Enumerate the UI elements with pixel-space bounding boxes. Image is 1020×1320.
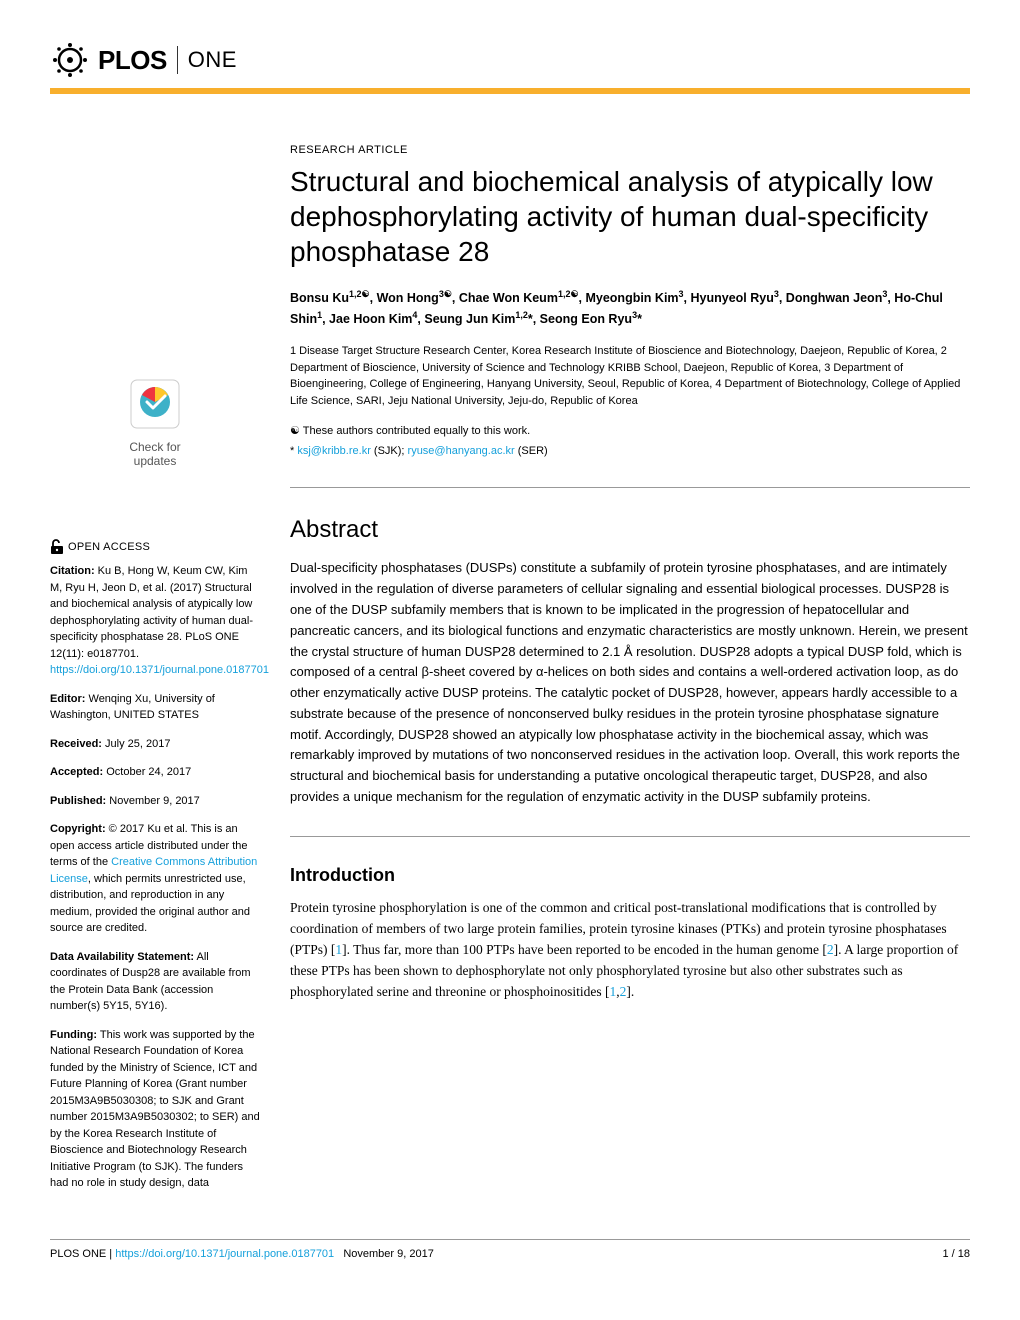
plos-text: PLOS — [98, 45, 167, 76]
editor-block: Editor: Wenqing Xu, University of Washin… — [50, 691, 260, 724]
open-access-text: OPEN ACCESS — [68, 539, 150, 556]
open-access-badge: OPEN ACCESS — [50, 539, 260, 556]
article-title: Structural and biochemical analysis of a… — [290, 164, 970, 269]
accepted-block: Accepted: October 24, 2017 — [50, 764, 260, 781]
page-number: 1 / 18 — [942, 1248, 970, 1260]
crossmark-icon — [125, 374, 185, 434]
footer-doi-link[interactable]: https://doi.org/10.1371/journal.pone.018… — [115, 1248, 334, 1260]
funding-block: Funding: This work was supported by the … — [50, 1027, 260, 1192]
plos-icon — [50, 40, 90, 80]
lock-open-icon — [50, 539, 64, 555]
divider — [290, 487, 970, 488]
contribution-note: ☯ These authors contributed equally to t… — [290, 423, 970, 440]
accent-bar — [50, 88, 970, 94]
data-availability-block: Data Availability Statement: All coordin… — [50, 949, 260, 1015]
check-updates-text: Check for updates — [50, 440, 260, 469]
affiliations: 1 Disease Target Structure Research Cent… — [290, 343, 970, 409]
correspondence: * ksj@kribb.re.kr (SJK); ryuse@hanyang.a… — [290, 443, 970, 460]
check-updates-badge[interactable]: Check for updates — [50, 374, 260, 469]
abstract-heading: Abstract — [290, 516, 970, 544]
one-text: ONE — [188, 47, 237, 73]
copyright-block: Copyright: © 2017 Ku et al. This is an o… — [50, 821, 260, 937]
divider — [290, 836, 970, 837]
received-block: Received: July 25, 2017 — [50, 736, 260, 753]
logo-divider — [177, 46, 178, 74]
authors-list: Bonsu Ku1,2☯, Won Hong3☯, Chae Won Keum1… — [290, 287, 970, 329]
email-link-1[interactable]: ksj@kribb.re.kr — [297, 445, 371, 457]
doi-link[interactable]: https://doi.org/10.1371/journal.pone.018… — [50, 664, 269, 676]
email-link-2[interactable]: ryuse@hanyang.ac.kr — [408, 445, 515, 457]
ref-link[interactable]: 2 — [827, 942, 834, 957]
journal-logo: PLOS ONE — [50, 40, 970, 80]
abstract-text: Dual-specificity phosphatases (DUSPs) co… — [290, 558, 970, 808]
introduction-text: Protein tyrosine phosphorylation is one … — [290, 898, 970, 1003]
published-block: Published: November 9, 2017 — [50, 793, 260, 810]
introduction-heading: Introduction — [290, 865, 970, 886]
article-type: RESEARCH ARTICLE — [290, 144, 970, 156]
citation-block: Citation: Ku B, Hong W, Keum CW, Kim M, … — [50, 563, 260, 679]
page-footer: PLOS ONE | https://doi.org/10.1371/journ… — [50, 1239, 970, 1260]
